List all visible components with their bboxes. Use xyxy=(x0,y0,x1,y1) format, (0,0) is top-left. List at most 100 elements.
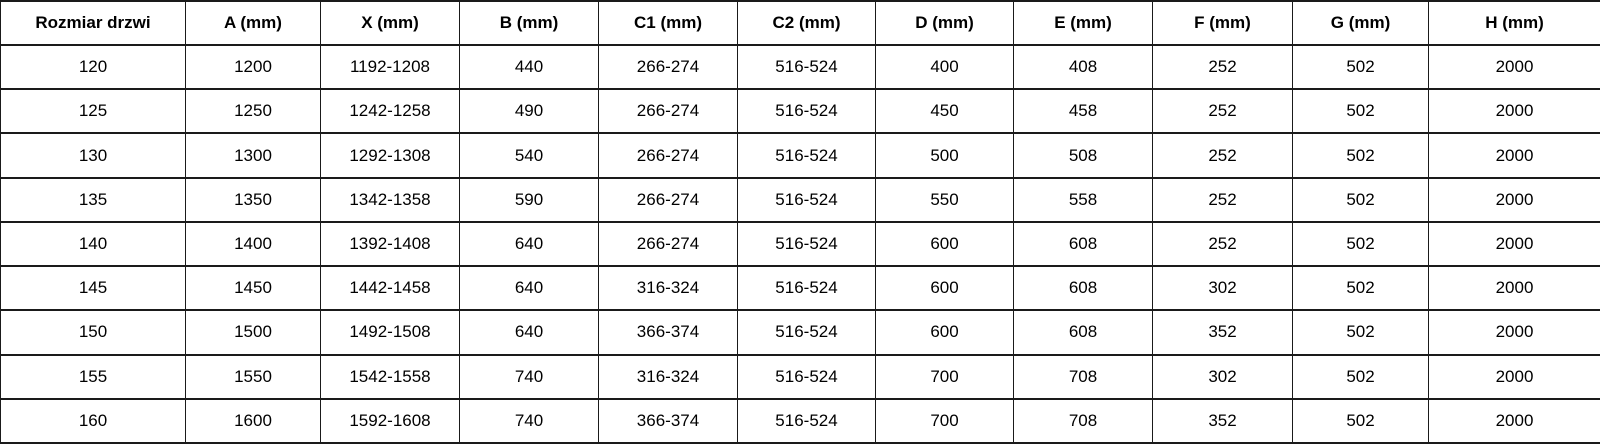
table-cell: 450 xyxy=(875,88,1014,135)
table-row: 135 1350 1342-1358 590 266-274 516-524 550 558 2… xyxy=(0,176,1600,223)
table-cell: 252 xyxy=(1152,176,1293,223)
table-cell: 502 xyxy=(1292,353,1429,400)
table-cell: 502 xyxy=(1292,43,1429,91)
table-cell: 1242-1258 xyxy=(320,88,460,135)
column-header-b: B (mm) xyxy=(459,0,599,46)
column-header-c1: C1 (mm) xyxy=(598,0,738,46)
column-header-c2: C2 (mm) xyxy=(737,0,876,46)
table-cell: 1200 xyxy=(185,43,321,91)
table-cell: 1292-1308 xyxy=(320,132,460,179)
table-cell: 266-274 xyxy=(598,43,738,91)
table-cell: 502 xyxy=(1292,132,1429,179)
table-cell: 1600 xyxy=(185,397,321,444)
table-cell: 740 xyxy=(459,353,599,400)
table-cell: 502 xyxy=(1292,88,1429,135)
table-cell: 2000 xyxy=(1428,397,1600,444)
table-cell: 516-524 xyxy=(737,220,876,268)
table-cell: 600 xyxy=(875,309,1014,356)
table-cell: 1400 xyxy=(185,220,321,268)
table-cell: 366-374 xyxy=(598,309,738,356)
table-cell: 558 xyxy=(1013,176,1153,223)
table-cell: 640 xyxy=(459,309,599,356)
table-cell: 155 xyxy=(0,353,186,400)
table-cell: 440 xyxy=(459,43,599,91)
table-cell: 502 xyxy=(1292,397,1429,444)
table-row: 150 1500 1492-1508 640 366-374 516-524 600 608 3… xyxy=(0,309,1600,356)
table-cell: 502 xyxy=(1292,220,1429,268)
table-cell: 252 xyxy=(1152,43,1293,91)
table-cell: 302 xyxy=(1152,265,1293,312)
table-cell: 1500 xyxy=(185,309,321,356)
table-cell: 508 xyxy=(1013,132,1153,179)
table-cell: 2000 xyxy=(1428,220,1600,268)
table-cell: 1442-1458 xyxy=(320,265,460,312)
table-cell: 316-324 xyxy=(598,265,738,312)
column-header-e: E (mm) xyxy=(1013,0,1153,46)
table-cell: 600 xyxy=(875,265,1014,312)
table-cell: 2000 xyxy=(1428,353,1600,400)
table-cell: 400 xyxy=(875,43,1014,91)
table-cell: 516-524 xyxy=(737,88,876,135)
table-cell: 1542-1558 xyxy=(320,353,460,400)
table-cell: 252 xyxy=(1152,132,1293,179)
column-header-d: D (mm) xyxy=(875,0,1014,46)
table-cell: 266-274 xyxy=(598,132,738,179)
table-cell: 516-524 xyxy=(737,132,876,179)
table-cell: 600 xyxy=(875,220,1014,268)
table-cell: 608 xyxy=(1013,309,1153,356)
table-cell: 502 xyxy=(1292,265,1429,312)
table-cell: 2000 xyxy=(1428,176,1600,223)
table-cell: 408 xyxy=(1013,43,1153,91)
table-cell: 145 xyxy=(0,265,186,312)
column-header-h: H (mm) xyxy=(1428,0,1600,46)
table-cell: 252 xyxy=(1152,88,1293,135)
table-cell: 150 xyxy=(0,309,186,356)
table-cell: 316-324 xyxy=(598,353,738,400)
table-cell: 608 xyxy=(1013,220,1153,268)
table-cell: 130 xyxy=(0,132,186,179)
column-header-x: X (mm) xyxy=(320,0,460,46)
table-cell: 1392-1408 xyxy=(320,220,460,268)
table-cell: 2000 xyxy=(1428,43,1600,91)
table-cell: 708 xyxy=(1013,353,1153,400)
table-cell: 125 xyxy=(0,88,186,135)
table-cell: 516-524 xyxy=(737,309,876,356)
table-cell: 2000 xyxy=(1428,265,1600,312)
table-cell: 590 xyxy=(459,176,599,223)
table-cell: 640 xyxy=(459,220,599,268)
table-cell: 502 xyxy=(1292,309,1429,356)
table-cell: 516-524 xyxy=(737,397,876,444)
table-row: 130 1300 1292-1308 540 266-274 516-524 500 508 2… xyxy=(0,132,1600,179)
table-row: 120 1200 1192-1208 440 266-274 516-524 400 408 2… xyxy=(0,43,1600,91)
table-cell: 352 xyxy=(1152,397,1293,444)
table-header-row: Rozmiar drzwi A (mm) X (mm) B (mm) C1 (m… xyxy=(0,0,1600,46)
table-row: 140 1400 1392-1408 640 266-274 516-524 600 608 2… xyxy=(0,220,1600,268)
table-body: 120 1200 1192-1208 440 266-274 516-524 400 408 2… xyxy=(0,43,1600,444)
table-cell: 160 xyxy=(0,397,186,444)
table-cell: 252 xyxy=(1152,220,1293,268)
table-cell: 516-524 xyxy=(737,353,876,400)
table-cell: 2000 xyxy=(1428,88,1600,135)
table-cell: 516-524 xyxy=(737,43,876,91)
table-cell: 1250 xyxy=(185,88,321,135)
table-row: 125 1250 1242-1258 490 266-274 516-524 450 458 2… xyxy=(0,88,1600,135)
table-cell: 120 xyxy=(0,43,186,91)
table-cell: 516-524 xyxy=(737,176,876,223)
table-cell: 640 xyxy=(459,265,599,312)
table-cell: 1592-1608 xyxy=(320,397,460,444)
table-cell: 1300 xyxy=(185,132,321,179)
table-cell: 700 xyxy=(875,353,1014,400)
table-cell: 366-374 xyxy=(598,397,738,444)
table-row: 160 1600 1592-1608 740 366-374 516-524 700 708 3… xyxy=(0,397,1600,444)
table-cell: 1342-1358 xyxy=(320,176,460,223)
table-row: 145 1450 1442-1458 640 316-324 516-524 600 608 3… xyxy=(0,265,1600,312)
table-cell: 266-274 xyxy=(598,88,738,135)
table-cell: 1550 xyxy=(185,353,321,400)
table-cell: 1350 xyxy=(185,176,321,223)
table-cell: 302 xyxy=(1152,353,1293,400)
table-cell: 502 xyxy=(1292,176,1429,223)
table-cell: 708 xyxy=(1013,397,1153,444)
table-cell: 700 xyxy=(875,397,1014,444)
column-header-g: G (mm) xyxy=(1292,0,1429,46)
